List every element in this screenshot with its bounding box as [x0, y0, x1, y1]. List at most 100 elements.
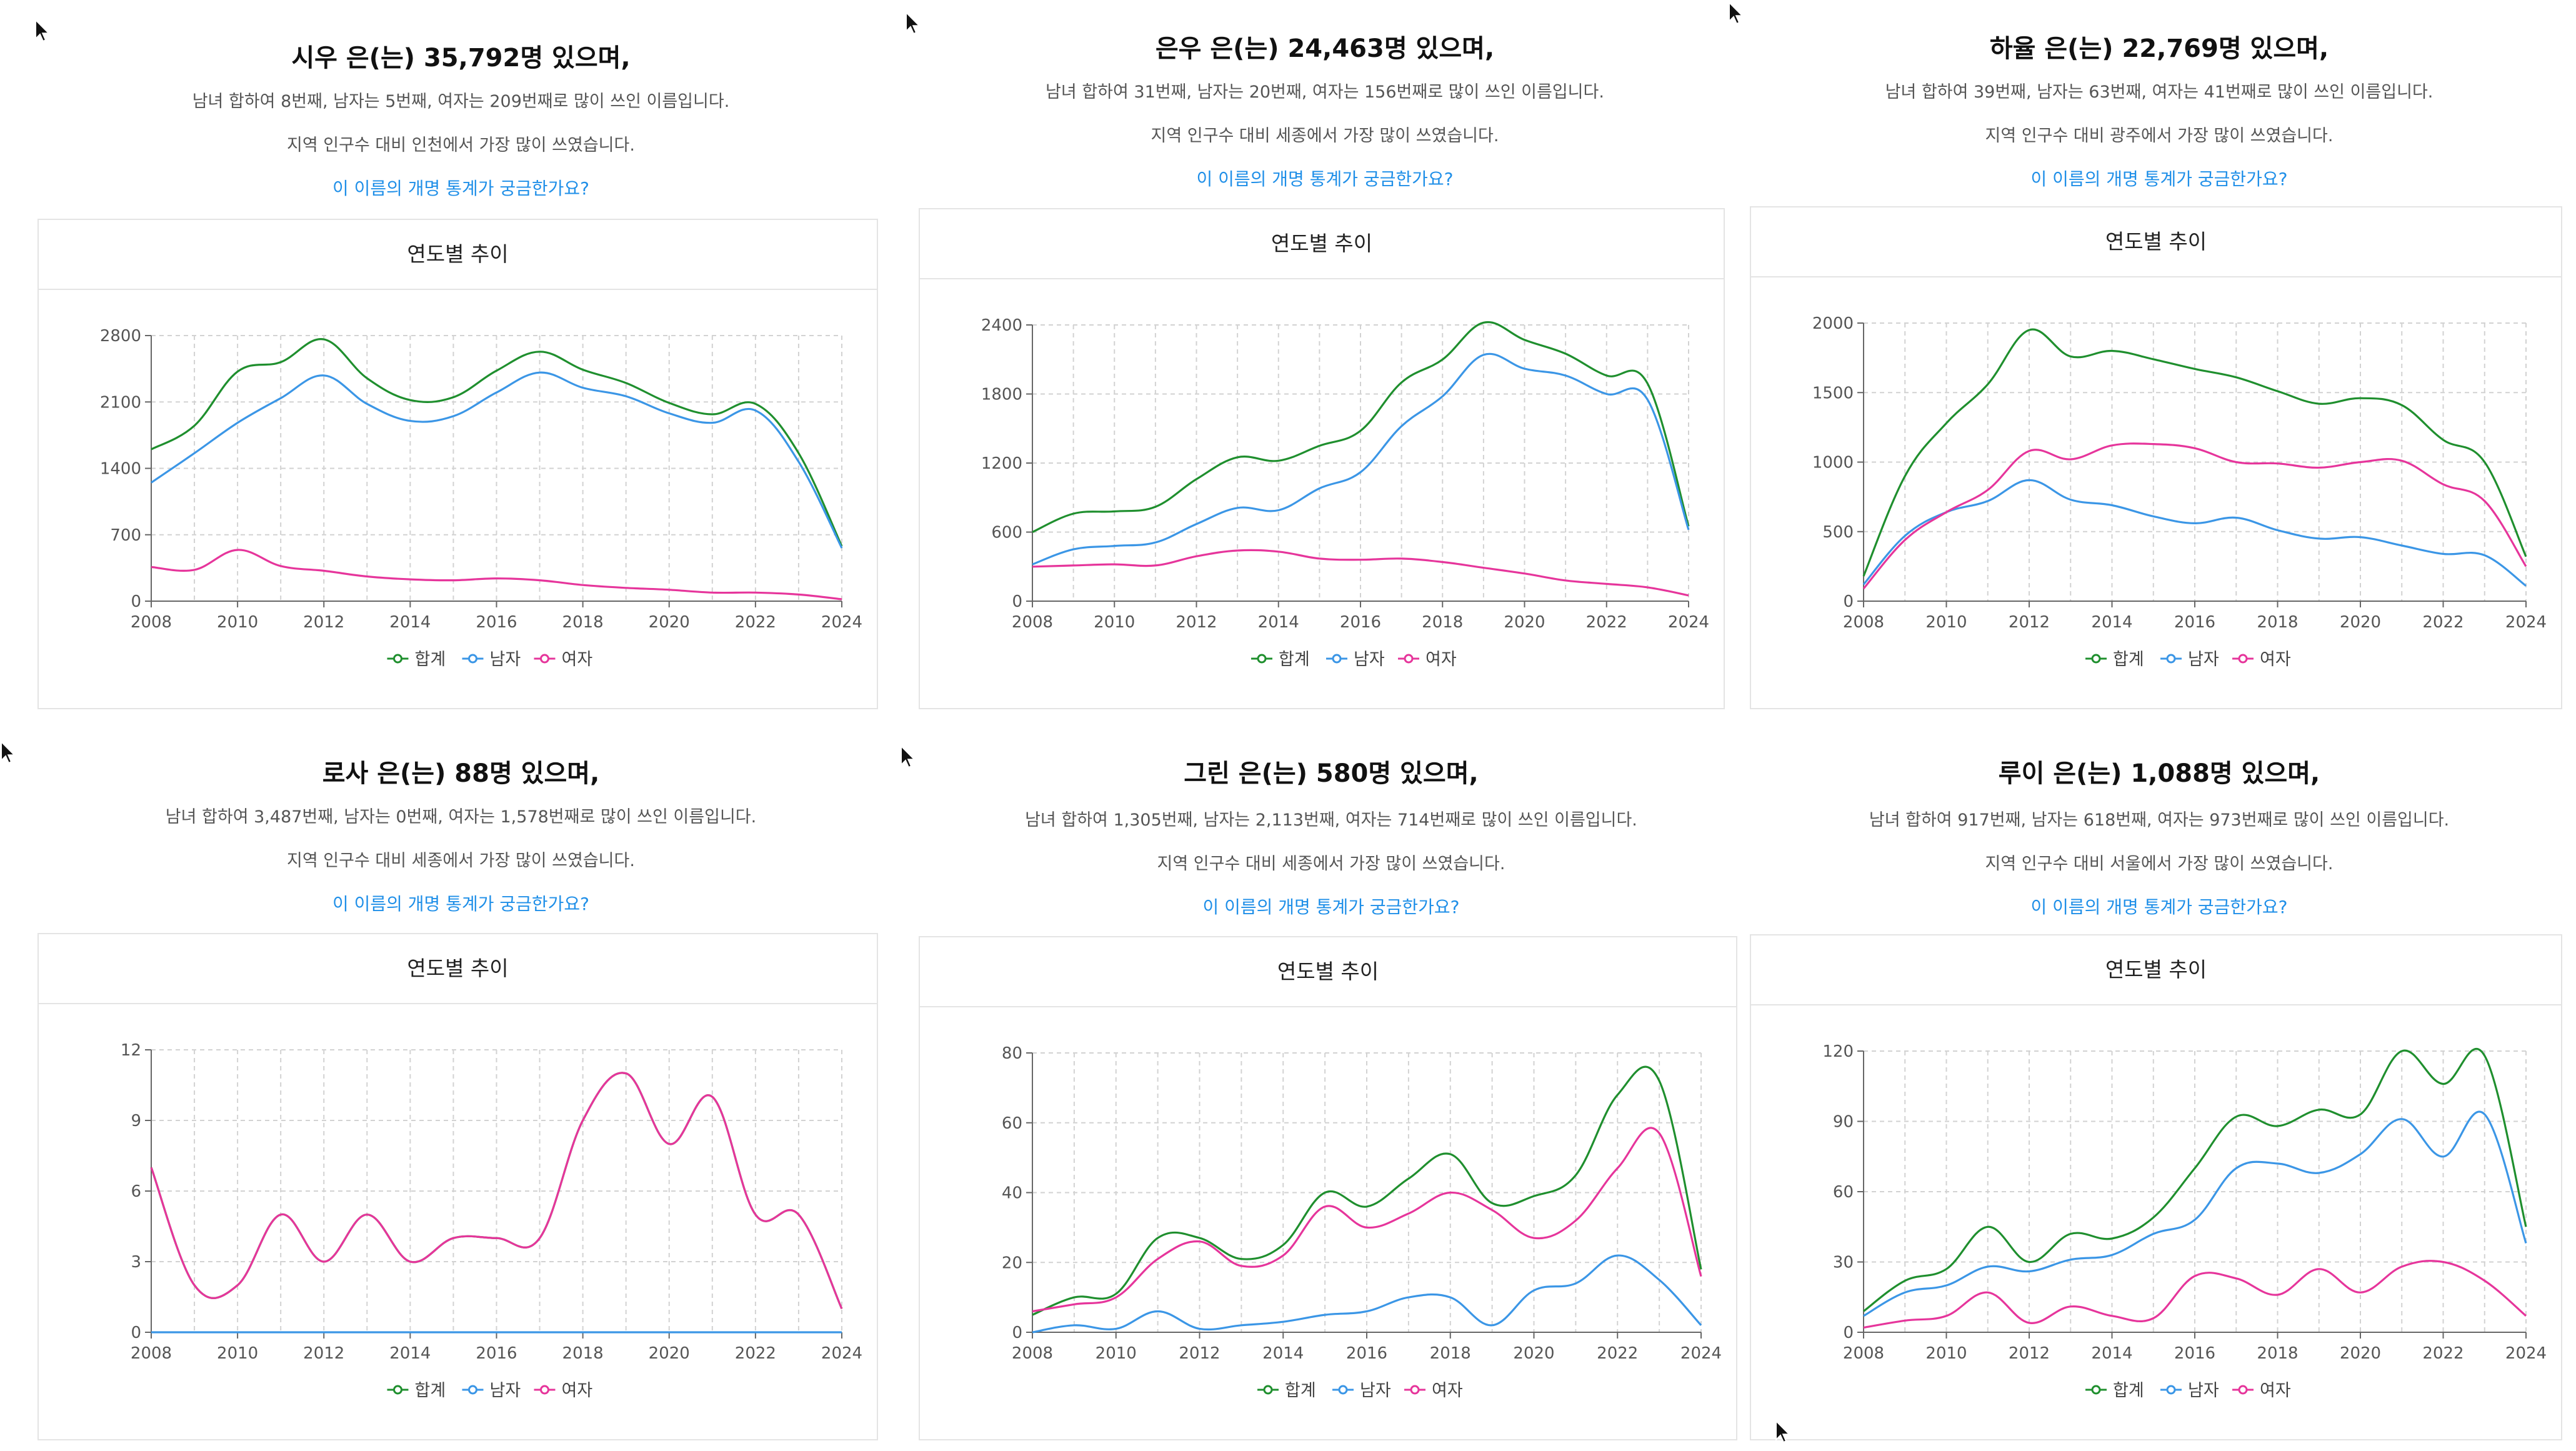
- x-tick-label: 2018: [1422, 613, 1463, 632]
- trend-chart: 0 500 1000 1500 2000 2008 2010 2012 2014 2016 2018…: [1812, 314, 2547, 669]
- x-tick-label: 2008: [1012, 613, 1053, 632]
- name-panel: 로사 은(는) 88명 있으며, 남녀 합하여 3,487번째, 남자는 0번째,…: [37, 728, 884, 1447]
- legend-item[interactable]: 합계: [1257, 1381, 1316, 1400]
- legend-item[interactable]: 남자: [2160, 650, 2219, 669]
- trend-chart: 0 30 60 90 120 2008 2010 2012 2014 2016 2018 2020 20…: [1822, 1042, 2547, 1400]
- legend-label: 남자: [490, 1381, 521, 1400]
- name-panel: 하율 은(는) 22,769명 있으며, 남녀 합하여 39번째, 남자는 63번…: [1750, 0, 2569, 716]
- x-tick-label: 2018: [562, 613, 604, 632]
- rename-stats-link[interactable]: 이 이름의 개명 통계가 궁금한가요?: [1196, 169, 1454, 189]
- series-line: [151, 338, 843, 547]
- legend-item[interactable]: 여자: [534, 650, 593, 669]
- x-tick-label: 2008: [1012, 1344, 1053, 1363]
- legend-marker: [2238, 1385, 2248, 1395]
- legend-item[interactable]: 남자: [1332, 1381, 1391, 1400]
- y-tick-label: 6: [131, 1182, 141, 1201]
- legend-item[interactable]: 남자: [462, 650, 521, 669]
- name-count-title: 로사 은(는) 88명 있으며,: [322, 759, 600, 788]
- x-tick-label: 2020: [1513, 1344, 1554, 1363]
- series-line: [150, 1072, 843, 1309]
- x-tick-label: 2024: [1668, 613, 1709, 632]
- legend-marker: [540, 654, 549, 664]
- x-tick-label: 2024: [821, 613, 862, 632]
- series-line: [1032, 321, 1690, 533]
- x-tick-label: 2010: [1925, 1344, 1967, 1363]
- y-tick-label: 600: [991, 524, 1022, 542]
- x-tick-label: 2012: [303, 613, 344, 632]
- rank-text: 남녀 합하여 31번째, 남자는 20번째, 여자는 156번째로 많이 쓰인 …: [1046, 82, 1604, 102]
- x-tick-label: 2016: [1346, 1344, 1387, 1363]
- x-tick-label: 2022: [735, 613, 776, 632]
- x-tick-label: 2016: [2174, 1344, 2215, 1363]
- legend-item[interactable]: 남자: [2160, 1381, 2219, 1400]
- x-tick-label: 2012: [2009, 613, 2050, 632]
- legend: 합계 남자 여자: [387, 1381, 593, 1400]
- legend-item[interactable]: 합계: [387, 1381, 446, 1400]
- legend-item[interactable]: 여자: [2232, 1381, 2291, 1400]
- legend-item[interactable]: 여자: [534, 1381, 593, 1400]
- x-tick-label: 2016: [1340, 613, 1381, 632]
- legend-marker: [1257, 654, 1267, 664]
- series-line: [1032, 1127, 1702, 1313]
- legend-item[interactable]: 여자: [1398, 650, 1457, 669]
- legend-item[interactable]: 여자: [1404, 1381, 1463, 1400]
- x-tick-label: 2010: [1094, 613, 1135, 632]
- grid: [151, 335, 842, 602]
- rename-stats-link[interactable]: 이 이름의 개명 통계가 궁금한가요?: [2030, 169, 2288, 189]
- trend-card-title: 연도별 추이: [39, 934, 877, 1004]
- y-tick-label: 1500: [1812, 384, 1854, 402]
- legend-item[interactable]: 합계: [2085, 1381, 2144, 1400]
- x-tick-label: 2014: [2091, 613, 2132, 632]
- rename-stats-link[interactable]: 이 이름의 개명 통계가 궁금한가요?: [332, 178, 590, 199]
- x-tick-label: 2018: [2257, 1344, 2298, 1363]
- x-tick-label: 2024: [821, 1344, 862, 1363]
- region-text: 지역 인구수 대비 인천에서 가장 많이 쓰였습니다.: [287, 136, 635, 155]
- series-line: [1032, 1065, 1702, 1316]
- legend: 합계 남자 여자: [1251, 650, 1457, 669]
- rank-text: 남녀 합하여 3,487번째, 남자는 0번째, 여자는 1,578번째로 많이…: [165, 807, 757, 827]
- rename-stats-link[interactable]: 이 이름의 개명 통계가 궁금한가요?: [2030, 897, 2288, 917]
- legend-label: 여자: [1432, 1381, 1463, 1400]
- legend-item[interactable]: 합계: [1251, 650, 1310, 669]
- trend-card-title: 연도별 추이: [1751, 935, 2561, 1005]
- x-tick-label: 2008: [131, 613, 172, 632]
- y-tick-label: 0: [1012, 1324, 1022, 1342]
- legend-item[interactable]: 여자: [2232, 650, 2291, 669]
- x-tick-label: 2012: [1176, 613, 1217, 632]
- rank-text: 남녀 합하여 1,305번째, 남자는 2,113번째, 여자는 714번째로 …: [1025, 810, 1637, 830]
- series-line: [151, 371, 843, 549]
- legend-label: 합계: [415, 1381, 446, 1400]
- legend-label: 남자: [2188, 650, 2219, 669]
- grid: [1863, 322, 2527, 602]
- x-tick-label: 2014: [2091, 1344, 2132, 1363]
- x-tick-label: 2018: [2257, 613, 2298, 632]
- legend-item[interactable]: 합계: [2085, 650, 2144, 669]
- y-tick-label: 0: [131, 592, 141, 611]
- legend-marker: [468, 1385, 477, 1395]
- trend-card-title: 연도별 추이: [920, 209, 1724, 279]
- x-tick-label: 2016: [2174, 613, 2215, 632]
- trend-card: 연도별 추이 0 20 40 60 80 2008 2010 2012 2014 2016 2018 2…: [919, 936, 1737, 1440]
- legend: 합계 남자 여자: [1257, 1381, 1463, 1400]
- series-line: [1032, 352, 1690, 566]
- x-tick-label: 2024: [2505, 1344, 2547, 1363]
- y-tick-label: 80: [1002, 1044, 1022, 1063]
- legend-label: 여자: [2260, 650, 2291, 669]
- legend-marker: [1410, 1385, 1420, 1395]
- rename-stats-link[interactable]: 이 이름의 개명 통계가 궁금한가요?: [332, 894, 590, 914]
- legend-label: 합계: [2113, 650, 2144, 669]
- y-tick-label: 60: [1002, 1114, 1022, 1133]
- series-line: [1862, 328, 2527, 577]
- legend-marker: [1263, 1385, 1273, 1395]
- x-tick-label: 2020: [649, 1344, 690, 1363]
- trend-card-title: 연도별 추이: [39, 220, 877, 290]
- legend-item[interactable]: 남자: [462, 1381, 521, 1400]
- legend-label: 합계: [415, 650, 446, 669]
- y-tick-label: 0: [1843, 1324, 1854, 1342]
- legend-marker: [2091, 1385, 2101, 1395]
- rename-stats-link[interactable]: 이 이름의 개명 통계가 궁금한가요?: [1202, 897, 1460, 917]
- x-tick-label: 2012: [303, 1344, 344, 1363]
- legend-label: 남자: [1354, 650, 1385, 669]
- legend-item[interactable]: 남자: [1326, 650, 1385, 669]
- legend-item[interactable]: 합계: [387, 650, 446, 669]
